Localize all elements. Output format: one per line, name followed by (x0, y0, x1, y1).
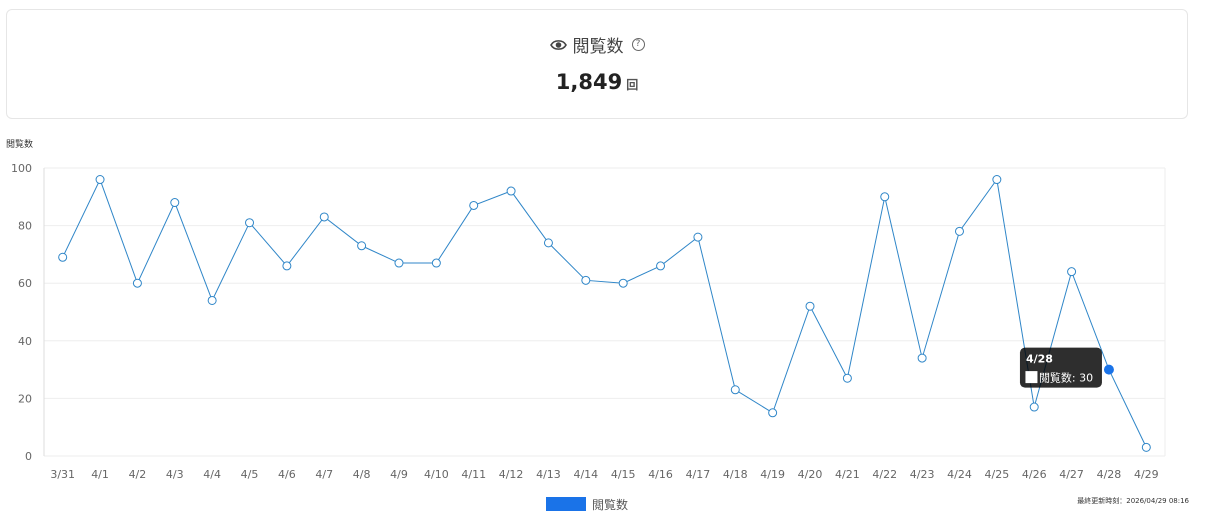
x-tick-label: 4/26 (1022, 468, 1047, 481)
x-tick-label: 4/19 (760, 468, 785, 481)
data-point[interactable] (917, 353, 927, 363)
tooltip-box (1019, 347, 1102, 388)
data-point[interactable] (842, 373, 852, 383)
x-tick-label: 4/12 (499, 468, 524, 481)
data-point[interactable] (506, 186, 516, 196)
tooltip-value: 閲覧数: 30 (1039, 371, 1093, 385)
x-tick-label: 4/7 (315, 468, 333, 481)
legend[interactable]: 閲覧数 (546, 497, 628, 512)
data-point[interactable] (58, 252, 68, 262)
data-point[interactable] (170, 198, 180, 208)
y-tick-label: 60 (18, 277, 32, 290)
data-point[interactable] (431, 258, 441, 268)
x-tick-label: 4/22 (872, 468, 897, 481)
x-tick-label: 4/8 (353, 468, 371, 481)
x-tick-label: 4/29 (1134, 468, 1159, 481)
data-point[interactable] (880, 192, 890, 202)
data-point[interactable] (282, 261, 292, 271)
x-tick-label: 4/14 (573, 468, 598, 481)
x-tick-label: 4/17 (686, 468, 711, 481)
y-tick-label: 40 (18, 335, 32, 348)
x-tick-label: 4/15 (611, 468, 636, 481)
y-tick-label: 100 (11, 162, 32, 175)
x-tick-label: 3/31 (50, 468, 75, 481)
data-point[interactable] (581, 275, 591, 285)
y-tick-label: 0 (25, 450, 32, 463)
metric-value-row: 1,849 回 (7, 70, 1187, 94)
y-axis-label: 閲覧数 (6, 138, 33, 150)
eye-icon (549, 39, 567, 51)
data-point[interactable] (95, 175, 105, 185)
y-tick-label: 20 (18, 392, 32, 405)
data-point[interactable] (730, 385, 740, 395)
series-points (58, 175, 1151, 452)
series-line (62, 178, 1147, 448)
grid-lines (44, 167, 1166, 457)
help-icon[interactable]: ? (631, 38, 645, 51)
tooltip-title: 4/28 (1026, 353, 1053, 366)
data-point[interactable] (469, 200, 479, 210)
x-tick-label: 4/6 (278, 468, 296, 481)
x-tick-label: 4/9 (390, 468, 408, 481)
data-point[interactable] (992, 175, 1002, 185)
x-tick-label: 4/18 (723, 468, 748, 481)
data-point[interactable] (132, 278, 142, 288)
x-tick-label: 4/1 (91, 468, 109, 481)
axes: 0 20 40 60 80 100 3/31 4/1 4/2 4/3 4/4 4/5 4/6 4/7 4/8… (11, 162, 1159, 481)
x-tick-label: 4/5 (241, 468, 259, 481)
data-point[interactable] (954, 226, 964, 236)
x-tick-label: 4/24 (947, 468, 972, 481)
metric-title-label: 閲覧数 (572, 37, 624, 57)
chart-area: 0 20 40 60 80 100 3/31 4/1 4/2 4/3 4/4 4/5 4/6 4/7 4/8… (0, 130, 1208, 528)
views-summary-card: 閲覧数 ? 1,849 回 (6, 9, 1188, 119)
x-tick-label: 4/10 (424, 468, 449, 481)
legend-label[interactable]: 閲覧数 (592, 497, 628, 512)
y-tick-label: 80 (18, 220, 32, 233)
data-point[interactable] (357, 241, 367, 251)
legend-swatch[interactable] (546, 497, 586, 511)
data-point[interactable] (543, 238, 553, 248)
data-point[interactable] (656, 261, 666, 271)
data-point[interactable] (1141, 442, 1151, 452)
x-tick-label: 4/27 (1059, 468, 1084, 481)
tooltip-swatch (1025, 371, 1038, 384)
data-point[interactable] (768, 408, 778, 418)
x-tick-label: 4/4 (203, 468, 221, 481)
x-tick-label: 4/13 (536, 468, 561, 481)
x-tick-label: 4/23 (910, 468, 935, 481)
x-tick-label: 4/25 (984, 468, 1009, 481)
data-point[interactable] (805, 301, 815, 311)
data-point[interactable] (319, 212, 329, 222)
x-tick-label: 4/16 (648, 468, 673, 481)
x-tick-label: 4/3 (166, 468, 184, 481)
data-point[interactable] (394, 258, 404, 268)
data-point[interactable] (1029, 402, 1039, 412)
last-updated-text: 最終更新時刻：2026/04/29 08:16 (1077, 496, 1189, 505)
data-point[interactable] (618, 278, 628, 288)
x-tick-label: 4/2 (129, 468, 147, 481)
x-tick-label: 4/11 (461, 468, 486, 481)
x-tick-label: 4/28 (1097, 468, 1122, 481)
x-tick-label: 4/20 (798, 468, 823, 481)
data-point[interactable] (245, 218, 255, 228)
metric-title: 閲覧数 ? (7, 32, 1187, 57)
series-line-group (62, 178, 1147, 448)
metric-unit: 回 (626, 78, 639, 92)
data-point[interactable] (1103, 364, 1114, 375)
x-tick-label: 4/21 (835, 468, 860, 481)
tooltip: 4/28 閲覧数: 30 (1019, 347, 1102, 388)
data-point[interactable] (1067, 267, 1077, 277)
line-chart: 0 20 40 60 80 100 3/31 4/1 4/2 4/3 4/4 4/5 4/6 4/7 4/8… (6, 138, 1190, 512)
metric-value: 1,849 (555, 70, 623, 94)
data-point[interactable] (207, 295, 217, 305)
data-point[interactable] (693, 232, 703, 242)
